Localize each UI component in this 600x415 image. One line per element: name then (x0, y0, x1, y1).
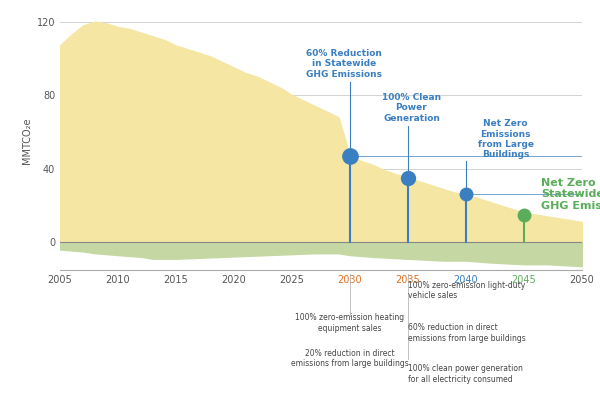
Text: 60% reduction in direct
emissions from large buildings: 60% reduction in direct emissions from l… (408, 323, 526, 343)
Text: 100% Clean
Power
Generation: 100% Clean Power Generation (382, 93, 441, 123)
Text: 20% reduction in direct
emissions from large buildings: 20% reduction in direct emissions from l… (291, 349, 409, 368)
Text: 100% clean power generation
for all electricity consumed: 100% clean power generation for all elec… (408, 364, 523, 383)
Text: Net Zero
Statewide
GHG Emissions: Net Zero Statewide GHG Emissions (541, 178, 600, 211)
Text: 100% zero-emission light-duty
vehicle sales: 100% zero-emission light-duty vehicle sa… (408, 281, 525, 300)
Text: 100% zero-emission heating
equipment sales: 100% zero-emission heating equipment sal… (295, 313, 404, 333)
Text: Net Zero
Emissions
from Large
Buildings: Net Zero Emissions from Large Buildings (478, 119, 533, 159)
Text: 60% Reduction
in Statewide
GHG Emissions: 60% Reduction in Statewide GHG Emissions (306, 49, 382, 78)
Y-axis label: MMTCO₂e: MMTCO₂e (22, 118, 32, 164)
